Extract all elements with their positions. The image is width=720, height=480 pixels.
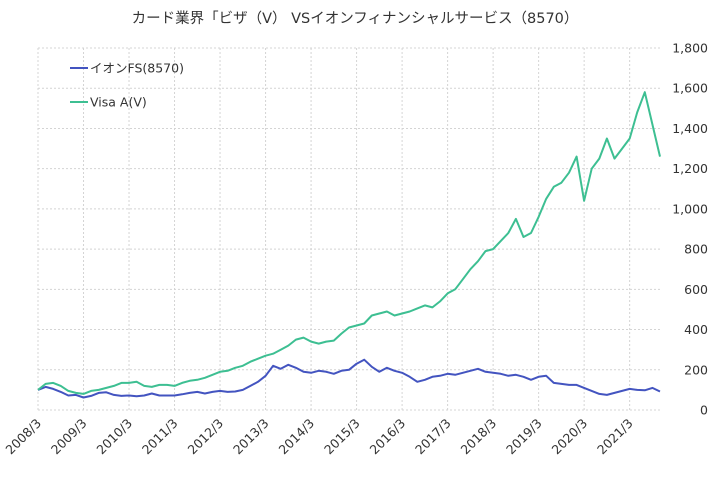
y-tick-label: 1,200 — [672, 161, 708, 176]
series-line-2 — [37, 91, 661, 395]
y-axis: 0 200 400 600 800 1,000 1,200 1,400 1,600 1,800 — [672, 41, 708, 418]
x-tick-label: 2017/3 — [412, 416, 454, 458]
legend-label: Visa A(V) — [90, 95, 147, 110]
y-tick-label: 1,000 — [672, 201, 708, 216]
y-tick-label: 1,400 — [672, 121, 708, 136]
chart-title: カード業界「ビザ（V） VSイオンフィナンシャルサービス（8570） — [132, 10, 579, 27]
plot-area — [37, 91, 661, 399]
y-tick-label: 1,800 — [672, 41, 708, 56]
x-tick-label: 2008/3 — [2, 416, 44, 458]
x-tick-label: 2011/3 — [139, 416, 181, 458]
grid — [37, 47, 660, 411]
legend-label: イオンFS(8570) — [90, 61, 184, 76]
x-tick-label: 2018/3 — [458, 416, 500, 458]
x-tick-label: 2012/3 — [184, 416, 226, 458]
y-tick-label: 600 — [684, 282, 708, 297]
y-tick-label: 200 — [684, 362, 708, 377]
y-tick-label: 800 — [684, 242, 708, 257]
x-tick-label: 2009/3 — [48, 416, 90, 458]
y-tick-label: 1,600 — [672, 81, 708, 96]
x-tick-label: 2010/3 — [93, 416, 135, 458]
x-tick-label: 2020/3 — [549, 416, 591, 458]
x-tick-label: 2021/3 — [594, 416, 636, 458]
x-tick-label: 2016/3 — [367, 416, 409, 458]
y-tick-label: 400 — [684, 322, 708, 337]
x-tick-label: 2019/3 — [503, 416, 545, 458]
x-tick-label: 2013/3 — [230, 416, 272, 458]
series-line-1 — [37, 358, 661, 399]
x-tick-label: 2014/3 — [275, 416, 317, 458]
x-axis: 2008/3 2009/3 2010/3 2011/3 2012/3 2013/3 2014… — [2, 416, 635, 458]
legend: イオンFS(8570) Visa A(V) — [70, 61, 184, 110]
y-tick-label: 0 — [700, 403, 708, 418]
x-tick-label: 2015/3 — [321, 416, 363, 458]
